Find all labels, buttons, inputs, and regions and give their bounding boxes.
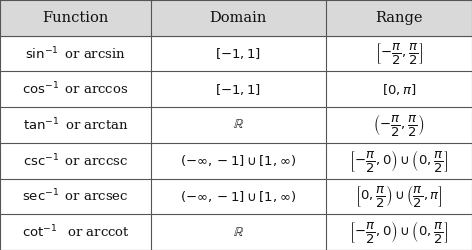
Text: $\left[0, \dfrac{\pi}{2}\right) \cup \left(\dfrac{\pi}{2}, \pi\right]$: $\left[0, \dfrac{\pi}{2}\right) \cup \le… [355,184,443,210]
Text: Function: Function [42,11,109,25]
Text: $\left[-\dfrac{\pi}{2}, \dfrac{\pi}{2}\right]$: $\left[-\dfrac{\pi}{2}, \dfrac{\pi}{2}\r… [375,41,423,66]
Text: $\left(-\dfrac{\pi}{2}, \dfrac{\pi}{2}\right)$: $\left(-\dfrac{\pi}{2}, \dfrac{\pi}{2}\r… [373,112,425,138]
Text: $\sec^{-1}$ or arcsec: $\sec^{-1}$ or arcsec [22,188,129,205]
Text: $[-1, 1]$: $[-1, 1]$ [215,82,261,97]
Text: $\mathbb{R}$: $\mathbb{R}$ [233,226,244,239]
Text: $\csc^{-1}$ or arccsc: $\csc^{-1}$ or arccsc [23,152,128,169]
Bar [0,0,472,36]
Text: $(-\infty, -1] \cup [1, \infty)$: $(-\infty, -1] \cup [1, \infty)$ [180,153,296,168]
Text: $\sin^{-1}$ or arcsin: $\sin^{-1}$ or arcsin [25,45,126,62]
Text: $[-1, 1]$: $[-1, 1]$ [215,46,261,61]
Text: $\left[-\dfrac{\pi}{2}, 0\right) \cup \left(0, \dfrac{\pi}{2}\right]$: $\left[-\dfrac{\pi}{2}, 0\right) \cup \l… [349,219,448,245]
Text: $\mathbb{R}$: $\mathbb{R}$ [233,118,244,132]
Text: $\cot^{-1}$  or arccot: $\cot^{-1}$ or arccot [22,224,129,240]
Text: $(-\infty, -1] \cup [1, \infty)$: $(-\infty, -1] \cup [1, \infty)$ [180,189,296,204]
Text: Domain: Domain [210,11,267,25]
Text: $\left[-\dfrac{\pi}{2}, 0\right) \cup \left(0, \dfrac{\pi}{2}\right]$: $\left[-\dfrac{\pi}{2}, 0\right) \cup \l… [349,148,448,174]
Text: $[0, \pi]$: $[0, \pi]$ [381,82,416,97]
Text: Range: Range [375,11,422,25]
Text: $\cos^{-1}$ or arccos: $\cos^{-1}$ or arccos [22,81,129,98]
Text: $\tan^{-1}$ or arctan: $\tan^{-1}$ or arctan [23,117,128,133]
